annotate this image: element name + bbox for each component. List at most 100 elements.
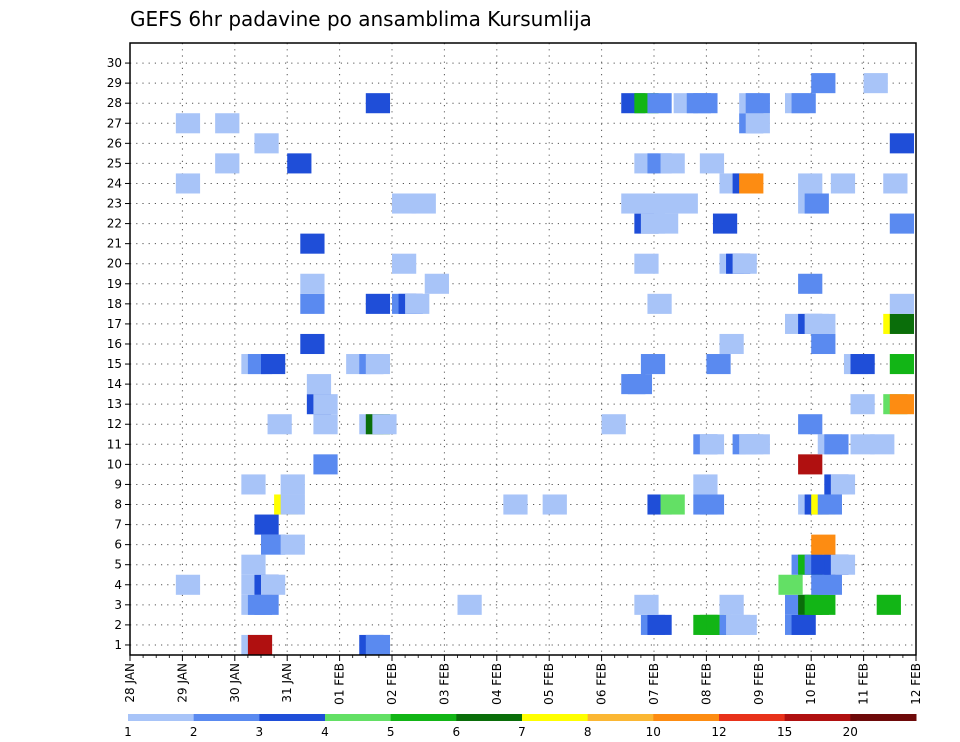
colorbar-label: 20 xyxy=(843,725,858,739)
colorbar-segment xyxy=(850,714,917,721)
y-axis: 1234567891011121314151617181920212223242… xyxy=(107,56,130,652)
precip-cell xyxy=(811,73,836,94)
y-tick-label: 18 xyxy=(107,297,122,311)
x-tick-label: 07 FEB xyxy=(647,663,661,705)
precip-cell xyxy=(791,614,816,635)
x-tick-label: 01 FEB xyxy=(333,663,347,705)
y-tick-label: 3 xyxy=(114,598,122,612)
precip-cell xyxy=(457,594,482,615)
y-tick-label: 1 xyxy=(114,638,122,652)
precip-cell xyxy=(313,414,338,435)
y-tick-label: 7 xyxy=(114,518,122,532)
precip-cell xyxy=(175,574,201,595)
precip-cell xyxy=(798,173,823,194)
precip-cell xyxy=(889,293,915,314)
precip-cell xyxy=(215,113,240,134)
precip-cell xyxy=(732,614,757,635)
precip-cell xyxy=(850,354,875,375)
y-tick-label: 21 xyxy=(107,237,122,251)
precip-cell xyxy=(889,354,915,375)
y-tick-label: 4 xyxy=(114,578,122,592)
x-tick-label: 30 JAN xyxy=(228,663,242,703)
x-tick-label: 29 JAN xyxy=(175,663,189,703)
y-tick-label: 8 xyxy=(114,498,122,512)
precip-cell xyxy=(830,474,856,495)
precip-cell xyxy=(706,354,731,375)
precip-cell xyxy=(824,434,849,455)
colorbar-segment xyxy=(456,714,523,721)
colorbar-segment xyxy=(128,714,195,721)
colorbar-segment xyxy=(193,714,260,721)
x-tick-label: 04 FEB xyxy=(490,663,504,705)
x-tick-label: 02 FEB xyxy=(385,663,399,705)
y-tick-label: 9 xyxy=(114,477,122,491)
y-tick-label: 17 xyxy=(107,317,122,331)
precip-cell xyxy=(313,454,338,475)
colorbar-label: 6 xyxy=(452,725,460,739)
precip-cell xyxy=(660,153,685,174)
precip-cell xyxy=(365,634,391,655)
precip-cell xyxy=(778,574,803,595)
precip-cell xyxy=(811,534,836,555)
precip-cell xyxy=(280,474,305,495)
precip-cell xyxy=(300,333,325,355)
x-tick-label: 10 FEB xyxy=(804,663,818,705)
precip-cell xyxy=(719,333,744,355)
precip-cell xyxy=(712,213,738,234)
precip-cell xyxy=(254,514,279,535)
y-tick-label: 24 xyxy=(107,176,122,190)
precip-cell xyxy=(654,213,679,234)
y-tick-label: 6 xyxy=(114,538,122,552)
precip-cell xyxy=(830,173,856,194)
precip-cell xyxy=(889,133,915,154)
precip-cell xyxy=(365,354,391,375)
precip-cell xyxy=(647,614,672,635)
y-tick-label: 5 xyxy=(114,558,122,572)
precip-cell xyxy=(889,313,915,334)
precip-cells xyxy=(175,73,915,655)
precip-cell xyxy=(640,354,666,375)
precip-cell xyxy=(254,594,279,615)
precip-cell xyxy=(811,333,836,355)
precip-cell xyxy=(261,354,286,375)
y-tick-label: 13 xyxy=(107,397,122,411)
colorbar-label: 8 xyxy=(584,725,592,739)
y-tick-label: 28 xyxy=(107,96,122,110)
colorbar-label: 12 xyxy=(711,725,726,739)
precip-cell xyxy=(889,213,915,234)
precip-cell xyxy=(280,494,305,515)
precip-cell xyxy=(241,554,266,575)
y-tick-label: 29 xyxy=(107,76,122,90)
precip-cell xyxy=(372,414,397,435)
colorbar-label: 7 xyxy=(518,725,526,739)
precip-cell xyxy=(287,153,312,174)
precip-cell xyxy=(804,193,829,214)
colorbar-label: 4 xyxy=(321,725,329,739)
y-tick-label: 25 xyxy=(107,156,122,170)
precip-cell xyxy=(647,93,672,114)
colorbar-segment xyxy=(325,714,392,721)
precip-cell xyxy=(627,374,653,395)
x-tick-label: 06 FEB xyxy=(595,663,609,705)
precip-cell xyxy=(267,414,292,435)
precip-cell xyxy=(889,394,915,415)
precip-cell xyxy=(798,414,823,435)
precip-cell xyxy=(699,494,725,515)
y-tick-label: 30 xyxy=(107,56,122,70)
colorbar-label: 1 xyxy=(124,725,132,739)
y-tick-label: 11 xyxy=(107,437,122,451)
precip-cell xyxy=(280,534,305,555)
precip-cell xyxy=(601,414,626,435)
precip-cell xyxy=(261,574,286,595)
precip-cell xyxy=(817,574,842,595)
precip-cell xyxy=(811,313,836,334)
precip-cell xyxy=(365,293,391,314)
precip-cell xyxy=(261,534,286,555)
precip-cell xyxy=(300,293,325,314)
y-tick-label: 15 xyxy=(107,357,122,371)
x-axis: 28 JAN 29 JAN 30 JAN 31 JAN 01 FEB 02 FEB 03 F… xyxy=(123,655,923,705)
precip-cell xyxy=(745,434,770,455)
precip-cell xyxy=(634,594,659,615)
precip-cell xyxy=(405,293,430,314)
